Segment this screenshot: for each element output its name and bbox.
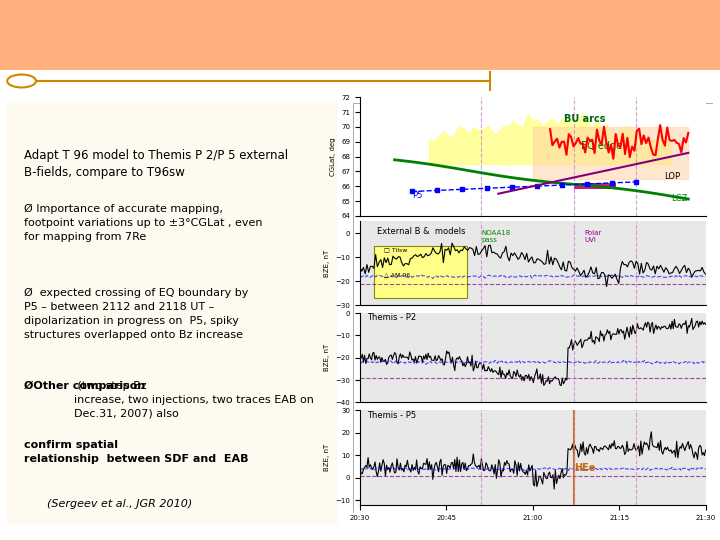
Text: (Sergeev et al., JGR 2010): (Sergeev et al., JGR 2010)	[47, 498, 192, 509]
Text: confirm spatial
relationship  between SDF and  EAB: confirm spatial relationship between SDF…	[24, 440, 248, 463]
Text: ⊕: ⊕	[672, 25, 688, 45]
Text: Polar
UVI: Polar UVI	[585, 231, 602, 244]
Text: Themis - P5: Themis - P5	[367, 411, 416, 420]
FancyBboxPatch shape	[4, 98, 342, 528]
Bar	[540, 0, 639, 70]
Text: Adapt T 96 model to Themis P 2/P 5 external
B-fields, compare to T96sw: Adapt T 96 model to Themis P 2/P 5 exter…	[24, 149, 288, 179]
Text: P5: P5	[412, 191, 422, 200]
Bar	[575, 184, 616, 190]
Text: LOP: LOP	[664, 172, 680, 181]
Text: THEMIS: THEMIS	[562, 25, 616, 38]
Text: BU arcs: BU arcs	[564, 114, 606, 124]
Text: □ Tilsw: □ Tilsw	[384, 247, 408, 252]
Text: HEe: HEe	[575, 463, 595, 473]
Y-axis label: CGLat, deg: CGLat, deg	[330, 137, 336, 176]
Text: (two step Bz
increase, two injections, two traces EAB on
Dec.31, 2007) also: (two step Bz increase, two injections, t…	[74, 381, 315, 418]
Text: Ø Importance of accurate mapping,
footpoint variations up to ±3°CGLat , even
for: Ø Importance of accurate mapping, footpo…	[24, 204, 262, 242]
Text: ØOther comparison: ØOther comparison	[24, 381, 145, 391]
Y-axis label: BZE, nT: BZE, nT	[324, 344, 330, 372]
Text: 06 Jan. 2008    Mapping & auroral boundary: 06 Jan. 2008 Mapping & auroral boundary	[371, 115, 585, 125]
FancyBboxPatch shape	[374, 246, 467, 298]
Text: LCZ: LCZ	[671, 194, 688, 203]
Text: Auroral signatureof Dipolarization –mapping: Auroral signatureof Dipolarization –mapp…	[14, 23, 644, 47]
Bar	[641, 0, 720, 70]
Text: Themis - P2: Themis - P2	[367, 313, 416, 322]
Y-axis label: BZE, nT: BZE, nT	[324, 444, 330, 471]
Y-axis label: BZE, nT: BZE, nT	[324, 249, 330, 277]
Text: △ AM 96: △ AM 96	[384, 272, 410, 277]
Text: External B &  models: External B & models	[377, 227, 466, 236]
Text: EQ edge: EQ edge	[581, 141, 623, 151]
Text: NOAA18
pass: NOAA18 pass	[481, 231, 510, 244]
Text: Ø  expected crossing of EQ boundary by
P5 – between 2112 and 2118 UT –
dipolariz: Ø expected crossing of EQ boundary by P5…	[24, 288, 248, 340]
